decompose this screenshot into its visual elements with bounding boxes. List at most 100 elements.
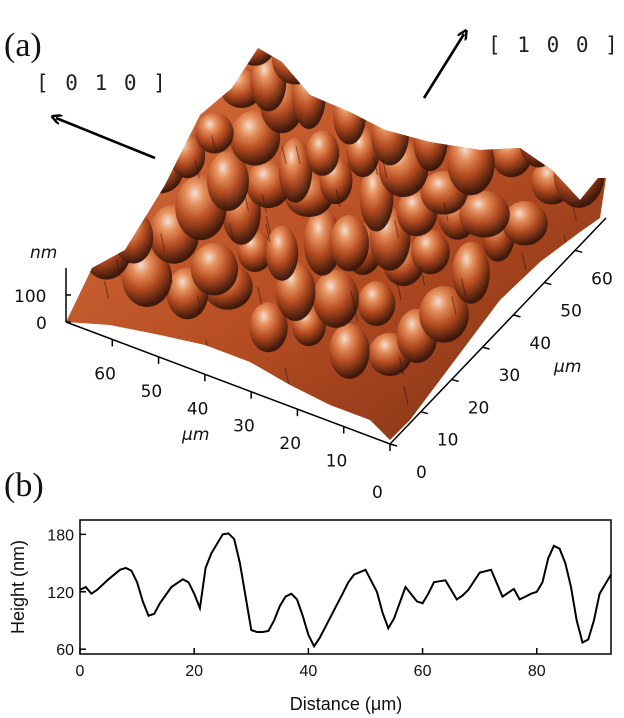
z-axis: nm 100 0	[14, 243, 71, 334]
surface-bump	[180, 53, 222, 109]
x-tick-label: 80	[528, 663, 546, 680]
surface-bump	[553, 140, 605, 208]
surface-bump	[305, 130, 340, 176]
surface-bump	[502, 201, 548, 246]
surface-bump	[472, 74, 524, 140]
surface-bump	[438, 74, 477, 115]
surface-bump	[313, 48, 359, 89]
surface-streak	[197, 295, 203, 315]
surface-bump	[113, 210, 154, 264]
surface-streak	[261, 194, 267, 213]
surface-bump	[68, 179, 118, 236]
surface-bump	[356, 54, 397, 110]
surface-bump	[329, 323, 370, 379]
surface-bump	[329, 215, 370, 272]
afm-surface	[66, 0, 606, 440]
surface-streak	[103, 280, 110, 300]
surface-streak	[167, 264, 173, 283]
surface-bump	[452, 241, 490, 304]
surface-bump	[548, 83, 583, 130]
surface-bump	[459, 190, 510, 238]
surface-streak	[399, 356, 405, 376]
surface-streak	[257, 286, 263, 306]
surface-streak	[350, 290, 356, 309]
y-axis-label: Height (nm)	[8, 540, 28, 634]
surface-bump	[502, 59, 548, 116]
surface-bump	[399, 89, 435, 130]
left-base-axis: 60 50 40 30 20 10 0 μm	[65, 321, 391, 503]
surface-streak	[335, 188, 341, 208]
surface-bump	[102, 165, 138, 219]
arrow-100	[422, 34, 464, 99]
surface-streak	[160, 233, 166, 252]
right-axis-tick-label: 30	[499, 366, 521, 386]
surface-streak	[403, 385, 409, 405]
surface-bump	[382, 48, 425, 62]
surface-bump	[265, 225, 299, 281]
surface-streak	[281, 145, 287, 165]
right-base-axis: 0 10 20 30 40 50 60 μm	[389, 217, 613, 483]
surface-streak	[228, 223, 235, 242]
x-tick-label: 60	[414, 663, 432, 680]
surface-bump	[292, 61, 326, 130]
surface-streak	[211, 135, 217, 154]
surface-streak	[243, 192, 250, 211]
y-tick-label: 60	[56, 642, 74, 659]
left-axis-unit: μm	[181, 425, 209, 445]
y-tick-label: 180	[47, 527, 74, 544]
surface-bump	[249, 302, 288, 353]
surface-bump	[190, 242, 239, 296]
surface-bump	[357, 281, 396, 327]
surface-streak	[521, 252, 527, 271]
z-axis-unit: nm	[30, 243, 57, 263]
surface-bump	[126, 130, 168, 185]
right-axis-tick-label: 50	[560, 302, 582, 322]
right-axis-tick-label: 40	[529, 334, 551, 354]
surface-bump	[419, 286, 469, 343]
surface-bump	[235, 48, 275, 66]
surface-streak	[194, 160, 200, 179]
right-axis-tick-label: 20	[468, 398, 490, 418]
surface-streak	[284, 367, 290, 386]
surface-streak	[372, 157, 379, 176]
left-axis-tick-label: 40	[187, 399, 209, 419]
height-profile-line	[79, 532, 612, 649]
surface-bump	[157, 104, 191, 147]
left-axis-tick-label: 10	[326, 452, 348, 472]
surface-bump	[339, 48, 387, 54]
surface-streak	[265, 216, 271, 235]
x-tick-label: 0	[76, 663, 85, 680]
surface-streak	[394, 219, 400, 239]
right-axis-unit: μm	[553, 357, 581, 377]
surface-bump	[585, 109, 606, 177]
surface-streak	[443, 408, 450, 427]
z-tick-100: 100	[14, 287, 46, 307]
z-tick-0: 0	[36, 314, 47, 334]
surface-bump	[413, 108, 448, 172]
surface-bump	[81, 219, 132, 280]
right-axis-tick-label: 10	[437, 431, 459, 451]
surface-streak	[396, 281, 402, 301]
surface-streak	[451, 296, 457, 315]
left-axis-tick-label: 20	[279, 434, 301, 454]
surface-bump	[210, 48, 246, 73]
surface-bump	[195, 112, 234, 154]
panel-b-label: (b)	[4, 467, 44, 504]
left-axis-tick-label: 0	[372, 483, 383, 503]
direction-100-label: [ 1 0 0 ]	[488, 33, 620, 57]
surface-streak	[115, 258, 121, 277]
surface-streak	[265, 223, 271, 243]
surface-streak	[295, 145, 301, 164]
x-axis-label: Distance (μm)	[290, 694, 402, 714]
surface-bump	[303, 208, 342, 276]
right-axis-tick-label: 60	[591, 269, 613, 289]
y-tick-label: 120	[47, 585, 74, 602]
surface-bump	[278, 138, 313, 203]
surface-streak	[132, 386, 138, 405]
surface-bump	[518, 106, 559, 168]
surface-bump	[258, 48, 306, 53]
plot-frame	[79, 519, 612, 655]
surface-streak	[169, 395, 175, 415]
surface-bump	[301, 0, 345, 30]
